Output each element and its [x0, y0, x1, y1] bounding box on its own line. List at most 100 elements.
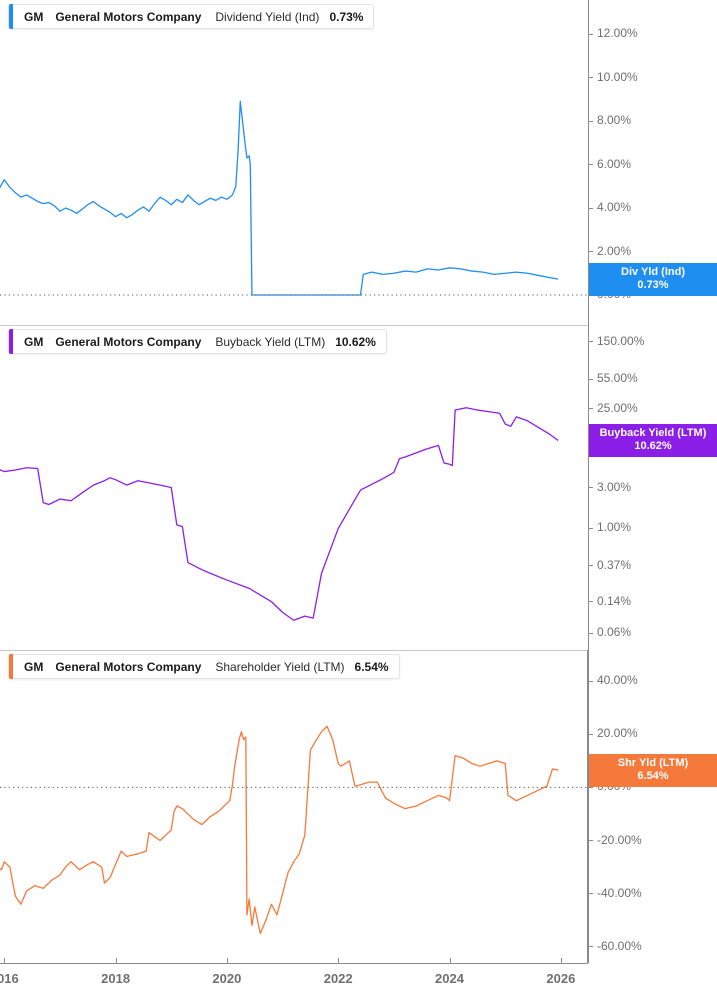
y-axis-line: [588, 0, 589, 325]
tick-label: -40.00%: [597, 885, 642, 900]
tick-label: 150.00%: [597, 333, 645, 348]
tick-mark: [588, 164, 593, 165]
tick-label: 55.00%: [597, 371, 638, 386]
tick-label: -20.00%: [597, 832, 642, 847]
tick-mark: [588, 733, 593, 735]
ticker-label: GM: [24, 9, 44, 24]
panel-divider-1: [0, 325, 588, 326]
tick-mark: [588, 632, 593, 634]
metric-label: Shareholder Yield (LTM): [215, 659, 345, 674]
tick-mark: [588, 487, 593, 488]
value-badge-buyback-yield: Buyback Yield (LTM) 10.62%: [589, 424, 717, 458]
tick-label: 4.00%: [597, 200, 632, 214]
tick-mark: [588, 601, 593, 603]
tick-mark: [588, 77, 593, 78]
y-axis-shareholder-yield: 40.00%20.00%0.00%-20.00%-40.00%-60.00% S…: [588, 650, 717, 963]
tick-mark: [588, 786, 593, 788]
tick-mark: [588, 680, 593, 682]
metric-value: 10.62%: [335, 334, 376, 349]
plot-svg-buyback-yield: [0, 407, 559, 621]
tick-mark: [588, 120, 593, 122]
header-buyback-yield[interactable]: GM General Motors Company Buyback Yield …: [8, 329, 387, 354]
y-axis-dividend-yield: 0.00%2.00%4.00%6.00%8.00%10.00%12.00% Di…: [588, 0, 717, 325]
tick-label: 3.00%: [597, 479, 632, 494]
tick-label: 2022: [323, 971, 353, 986]
tick-label: 25.00%: [597, 400, 638, 415]
tick-label: 2024: [435, 971, 464, 986]
header-shareholder-yield[interactable]: GM General Motors Company Shareholder Yi…: [8, 654, 400, 679]
metric-label: Dividend Yield (Ind): [215, 9, 320, 24]
ticker-label: GM: [24, 334, 44, 349]
plot-buyback-yield: [0, 325, 588, 650]
tick-mark: [4, 958, 6, 963]
badge-value: 6.54%: [637, 770, 669, 783]
tick-mark: [588, 341, 593, 343]
tick-label: 40.00%: [597, 673, 638, 688]
metric-label: Buyback Yield (LTM): [215, 334, 326, 349]
company-name-label: General Motors Company: [55, 9, 202, 24]
x-axis: 2016 2018 2020 2022 2024 2026: [0, 650, 717, 1005]
panel-buyback-yield: 150.00%55.00%25.00%8.00%3.00%1.00%0.37%0…: [0, 325, 717, 650]
color-swatch: [9, 654, 13, 679]
panel-divider-2: [0, 650, 588, 651]
tick-label: 0.37%: [597, 557, 632, 572]
tick-mark: [226, 958, 228, 963]
tick-mark: [449, 958, 451, 963]
value-badge-shareholder-yield: Shr Yld (LTM) 6.54%: [589, 754, 717, 788]
tick-mark: [588, 893, 593, 895]
tick-mark: [338, 958, 340, 963]
tick-label: 8.00%: [597, 113, 632, 127]
badge-value: 10.62%: [634, 440, 672, 453]
tick-mark: [588, 565, 593, 566]
tick-label: 0.06%: [597, 625, 632, 640]
tick-label: 2018: [101, 971, 131, 986]
badge-value: 0.73%: [637, 279, 669, 292]
ticker-label: GM: [24, 659, 44, 674]
tick-mark: [588, 207, 593, 209]
y-axis-line: [588, 650, 589, 963]
panel-shareholder-yield: 40.00%20.00%0.00%-20.00%-40.00%-60.00% S…: [0, 650, 717, 963]
tick-label: 1.00%: [597, 520, 632, 535]
badge-title: Buyback Yield (LTM): [599, 427, 707, 440]
panel-dividend-yield: 0.00%2.00%4.00%6.00%8.00%10.00%12.00% Di…: [0, 0, 717, 325]
color-swatch: [9, 329, 13, 354]
badge-title: Div Yld (Ind): [621, 266, 685, 279]
plot-svg-dividend-yield: [0, 100, 588, 296]
tick-mark: [588, 378, 593, 380]
tick-mark: [588, 946, 593, 948]
tick-label: -60.00%: [597, 938, 642, 953]
tick-label: 2.00%: [597, 243, 632, 258]
tick-label: 2016: [0, 971, 19, 986]
y-axis-buyback-yield: 150.00%55.00%25.00%8.00%3.00%1.00%0.37%0…: [588, 325, 717, 650]
metric-value: 6.54%: [354, 659, 389, 674]
series-line: [0, 725, 559, 935]
series-line: [0, 407, 559, 621]
tick-mark: [588, 408, 593, 409]
plot-dividend-yield: [0, 0, 588, 325]
tick-mark: [115, 958, 117, 963]
plot-shareholder-yield: [0, 650, 588, 963]
tick-label: 12.00%: [597, 26, 638, 40]
tick-label: 0.14%: [597, 593, 632, 608]
tick-mark: [560, 958, 562, 963]
value-badge-dividend-yield: Div Yld (Ind) 0.73%: [589, 263, 717, 297]
tick-label: 2026: [546, 971, 576, 986]
company-name-label: General Motors Company: [55, 334, 202, 349]
metric-value: 0.73%: [329, 9, 364, 24]
tick-label: 10.00%: [597, 69, 638, 84]
company-name-label: General Motors Company: [55, 659, 202, 674]
tick-mark: [588, 251, 593, 252]
x-axis-right-edge: [587, 650, 588, 964]
tick-mark: [588, 33, 593, 35]
x-axis-line: [0, 963, 588, 964]
badge-title: Shr Yld (LTM): [617, 757, 689, 770]
series-line: [0, 100, 559, 296]
header-dividend-yield[interactable]: GM General Motors Company Dividend Yield…: [8, 4, 375, 29]
plot-svg-shareholder-yield: [0, 725, 588, 935]
tick-label: 2020: [212, 971, 242, 986]
tick-label: 20.00%: [597, 726, 638, 741]
tick-mark: [588, 840, 593, 841]
color-swatch: [9, 4, 13, 29]
tick-label: 6.00%: [597, 156, 632, 171]
